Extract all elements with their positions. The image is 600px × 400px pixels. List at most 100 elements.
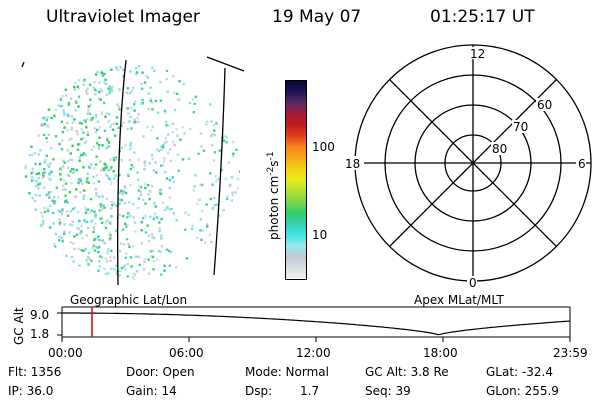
uv-dot: [85, 220, 89, 223]
uv-dot: [149, 99, 152, 102]
uv-dot: [53, 245, 57, 248]
uv-dot: [87, 181, 90, 184]
uv-dot: [66, 210, 69, 213]
uv-dot: [127, 242, 130, 246]
uv-dot: [73, 235, 76, 238]
uv-dot: [77, 95, 81, 98]
uv-dot: [95, 141, 99, 145]
uv-dot: [92, 145, 96, 148]
uv-dot: [232, 152, 235, 155]
timeline-right-title: Apex MLat/MLT: [414, 293, 504, 307]
uv-dot: [59, 98, 62, 101]
uv-dot: [133, 279, 136, 280]
uv-dot: [140, 82, 143, 86]
uv-dot: [172, 212, 175, 215]
uv-dot: [71, 144, 74, 147]
uv-dot: [60, 167, 63, 170]
uv-dot: [80, 224, 83, 228]
uv-dot: [109, 255, 112, 258]
uv-dot: [198, 198, 201, 201]
uv-dot: [69, 158, 72, 161]
uv-dot: [134, 100, 137, 103]
uv-dot: [129, 214, 132, 218]
uv-dot: [85, 180, 89, 183]
uv-dot: [80, 153, 83, 157]
uv-dot: [49, 147, 53, 150]
uv-dot: [141, 98, 144, 102]
uv-dot: [77, 210, 80, 214]
uv-dot: [48, 204, 52, 208]
uv-dot: [84, 247, 87, 250]
uv-dot: [110, 68, 113, 71]
uv-dot: [98, 90, 101, 94]
uv-dot: [93, 127, 97, 130]
uv-dot: [116, 179, 119, 182]
uv-dot: [82, 166, 85, 169]
uv-dot: [31, 167, 35, 170]
uv-dot: [58, 218, 61, 221]
uv-dot: [100, 70, 104, 73]
uv-dot: [86, 208, 90, 211]
uv-dot: [176, 92, 179, 95]
uv-dot: [110, 87, 113, 90]
colorbar-tick-10: 10: [312, 228, 328, 242]
uv-dot: [175, 128, 178, 131]
uv-dot: [154, 205, 157, 208]
uv-dot: [191, 98, 194, 101]
uv-dot: [160, 273, 163, 276]
uv-dot: [126, 275, 129, 278]
uv-dot: [104, 82, 107, 85]
uv-dot: [165, 248, 169, 251]
uv-dot: [110, 200, 113, 204]
uv-dot: [116, 103, 119, 106]
uv-dot: [66, 121, 69, 125]
uv-dot: [86, 177, 89, 180]
uv-dot: [34, 194, 38, 197]
uv-dot: [34, 185, 38, 188]
uv-dot: [88, 251, 91, 255]
uv-dot: [200, 238, 203, 242]
uv-dot: [124, 191, 128, 195]
uv-dot: [105, 197, 108, 201]
uv-dot: [182, 82, 185, 86]
uv-dot: [77, 180, 81, 183]
uv-dot: [80, 249, 83, 252]
uv-dot: [103, 72, 106, 76]
uv-dot: [109, 182, 113, 185]
uv-dot: [63, 113, 66, 116]
uv-dot: [92, 227, 95, 230]
uv-dot: [101, 195, 104, 198]
uv-dot: [167, 133, 170, 136]
uv-dot: [68, 231, 71, 234]
uv-dot: [107, 145, 110, 148]
uv-dot: [147, 92, 150, 95]
uv-dot: [42, 219, 45, 223]
uv-dot: [31, 196, 34, 200]
uv-dot: [213, 204, 216, 207]
uv-dot: [61, 184, 65, 187]
uv-dot: [28, 153, 32, 157]
uv-dot: [155, 148, 158, 151]
uv-dot: [130, 144, 133, 148]
uv-dot: [164, 120, 168, 124]
uv-dot: [230, 199, 234, 202]
uv-dot: [168, 179, 172, 182]
uv-dot: [213, 196, 216, 200]
uv-dot: [126, 173, 130, 176]
uv-dot: [89, 103, 92, 107]
uv-dot: [77, 247, 80, 251]
uv-dot: [109, 237, 112, 240]
uv-dot: [34, 208, 37, 211]
uv-dot: [110, 267, 113, 270]
colorbar-gradient: [286, 81, 306, 279]
uv-dot: [128, 245, 131, 248]
uv-dot: [213, 151, 217, 154]
uv-dot: [166, 90, 169, 93]
uv-dot: [118, 203, 121, 206]
uv-dot: [110, 123, 113, 126]
uv-dot: [92, 175, 95, 179]
uv-dot: [61, 165, 65, 168]
uv-dot: [209, 172, 212, 175]
uv-dot: [208, 233, 212, 237]
